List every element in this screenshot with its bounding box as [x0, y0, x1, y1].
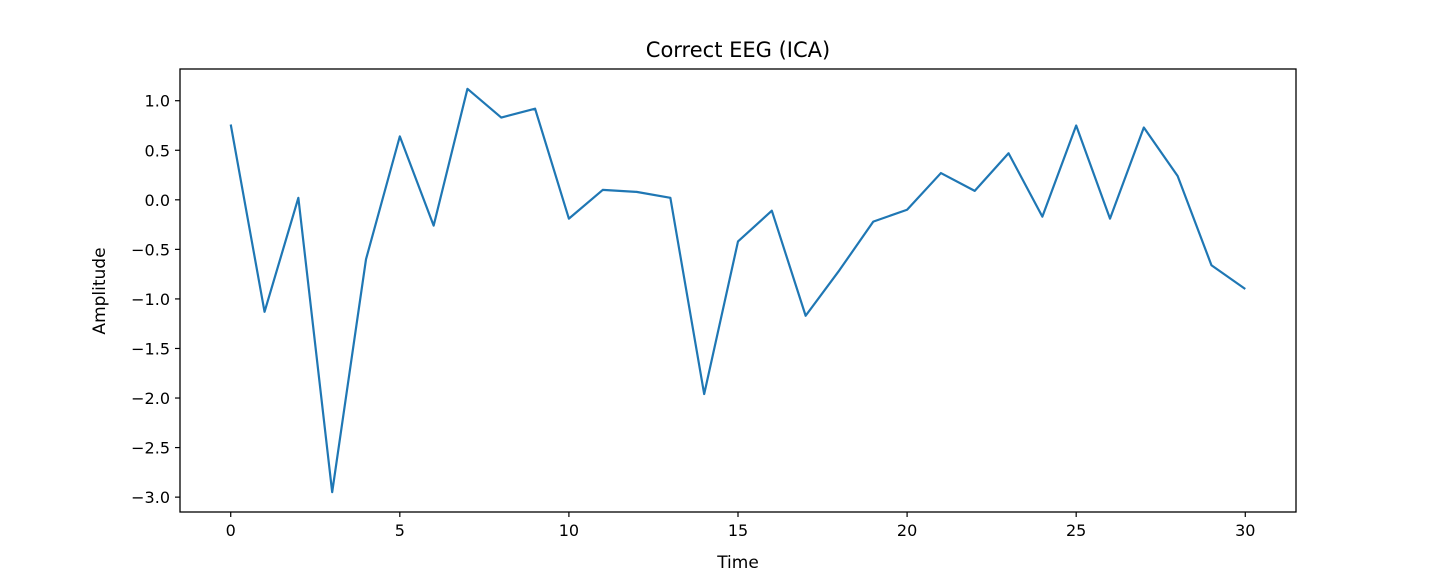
y-tick-label: −1.5 — [131, 339, 170, 358]
y-tick-label: 0.5 — [145, 141, 170, 160]
y-tick-label: −2.0 — [131, 389, 170, 408]
series-layer — [229, 87, 1246, 494]
series-line — [229, 87, 1246, 494]
y-axis: 1.0 0.5 0.0 −0.5 −1.0 −1.5 −2.0 −2.5 −3.0 — [131, 92, 180, 507]
x-tick-label: 25 — [1066, 521, 1086, 540]
y-tick-label: 0.0 — [145, 191, 170, 210]
x-tick-label: 20 — [897, 521, 917, 540]
x-tick-label: 5 — [395, 521, 405, 540]
x-tick-label: 15 — [728, 521, 748, 540]
y-tick-label: −1.0 — [131, 290, 170, 309]
y-tick-label: −0.5 — [131, 240, 170, 259]
y-axis-label: Amplitude — [90, 247, 110, 334]
x-tick-label: 10 — [559, 521, 579, 540]
y-tick-label: −3.0 — [131, 488, 170, 507]
x-axis: 0 5 10 15 20 25 30 — [226, 512, 1255, 540]
chart-title: Correct EEG (ICA) — [646, 38, 830, 62]
y-tick-label: −2.5 — [131, 439, 170, 458]
plot-area — [179, 68, 1297, 513]
y-tick-label: 1.0 — [145, 92, 170, 111]
x-tick-label: 0 — [226, 521, 236, 540]
x-axis-label: Time — [716, 553, 759, 573]
x-tick-label: 30 — [1235, 521, 1255, 540]
